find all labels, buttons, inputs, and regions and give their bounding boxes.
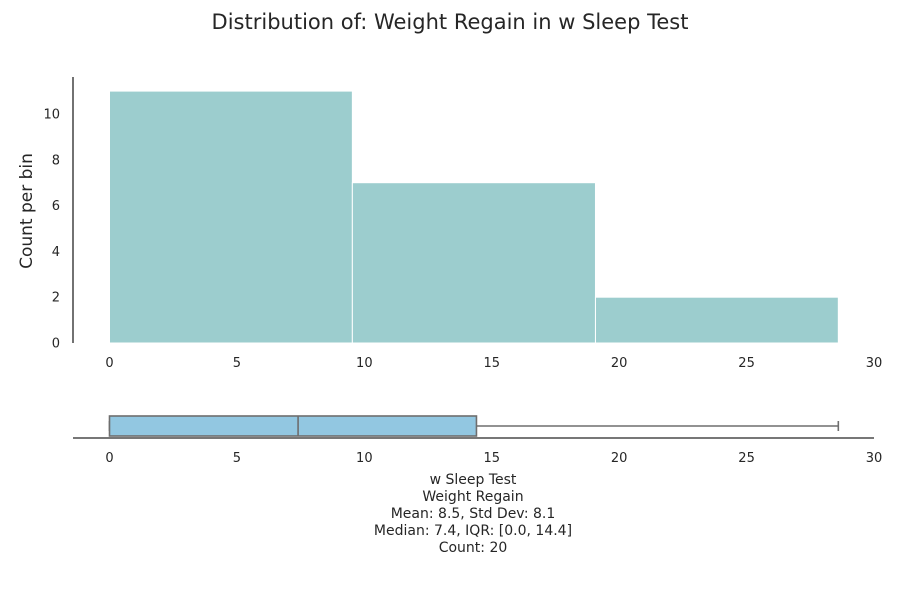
hist-x-tick-label-0: 0 bbox=[105, 356, 113, 371]
histogram-y-tick-labels: 0 2 4 6 8 10 bbox=[43, 108, 60, 352]
hist-x-tick-label-20: 20 bbox=[611, 356, 628, 371]
histogram-bars bbox=[109, 90, 839, 344]
chart-title: Distribution of: Weight Regain in w Slee… bbox=[212, 10, 689, 34]
boxplot bbox=[108, 415, 840, 437]
box-x-tick-label-30: 30 bbox=[866, 451, 883, 466]
caption-line-2: Mean: 8.5, Std Dev: 8.1 bbox=[391, 506, 556, 522]
y-tick-label-2: 2 bbox=[52, 291, 60, 306]
box-iqr bbox=[108, 415, 478, 437]
box-x-tick-label-20: 20 bbox=[611, 451, 628, 466]
caption-line-4: Count: 20 bbox=[439, 540, 508, 556]
y-tick-label-6: 6 bbox=[52, 199, 60, 214]
box-x-tick-label-10: 10 bbox=[356, 451, 373, 466]
caption-line-3: Median: 7.4, IQR: [0.0, 14.4] bbox=[374, 523, 572, 539]
y-tick-label-4: 4 bbox=[52, 245, 60, 260]
y-axis-label: Count per bin bbox=[17, 153, 37, 269]
caption-line-1: Weight Regain bbox=[422, 489, 523, 505]
y-tick-label-8: 8 bbox=[52, 153, 60, 168]
box-x-tick-label-25: 25 bbox=[738, 451, 755, 466]
boxplot-x-tick-labels: 0 5 10 15 20 25 30 bbox=[105, 451, 882, 466]
box-x-tick-label-15: 15 bbox=[483, 451, 500, 466]
hist-x-tick-label-10: 10 bbox=[356, 356, 373, 371]
box-x-tick-label-5: 5 bbox=[233, 451, 241, 466]
box-x-tick-label-0: 0 bbox=[105, 451, 113, 466]
hist-x-tick-label-15: 15 bbox=[483, 356, 500, 371]
hist-x-tick-label-25: 25 bbox=[738, 356, 755, 371]
y-tick-label-0: 0 bbox=[52, 337, 60, 352]
histogram-bar-1 bbox=[351, 182, 596, 344]
histogram-bar-0 bbox=[109, 90, 353, 344]
hist-x-tick-label-30: 30 bbox=[866, 356, 883, 371]
histogram-bar-2 bbox=[594, 296, 839, 344]
caption-line-0: w Sleep Test bbox=[430, 472, 517, 488]
hist-x-tick-label-5: 5 bbox=[233, 356, 241, 371]
histogram-x-tick-labels: 0 5 10 15 20 25 30 bbox=[105, 356, 882, 371]
y-tick-label-10: 10 bbox=[43, 108, 60, 123]
